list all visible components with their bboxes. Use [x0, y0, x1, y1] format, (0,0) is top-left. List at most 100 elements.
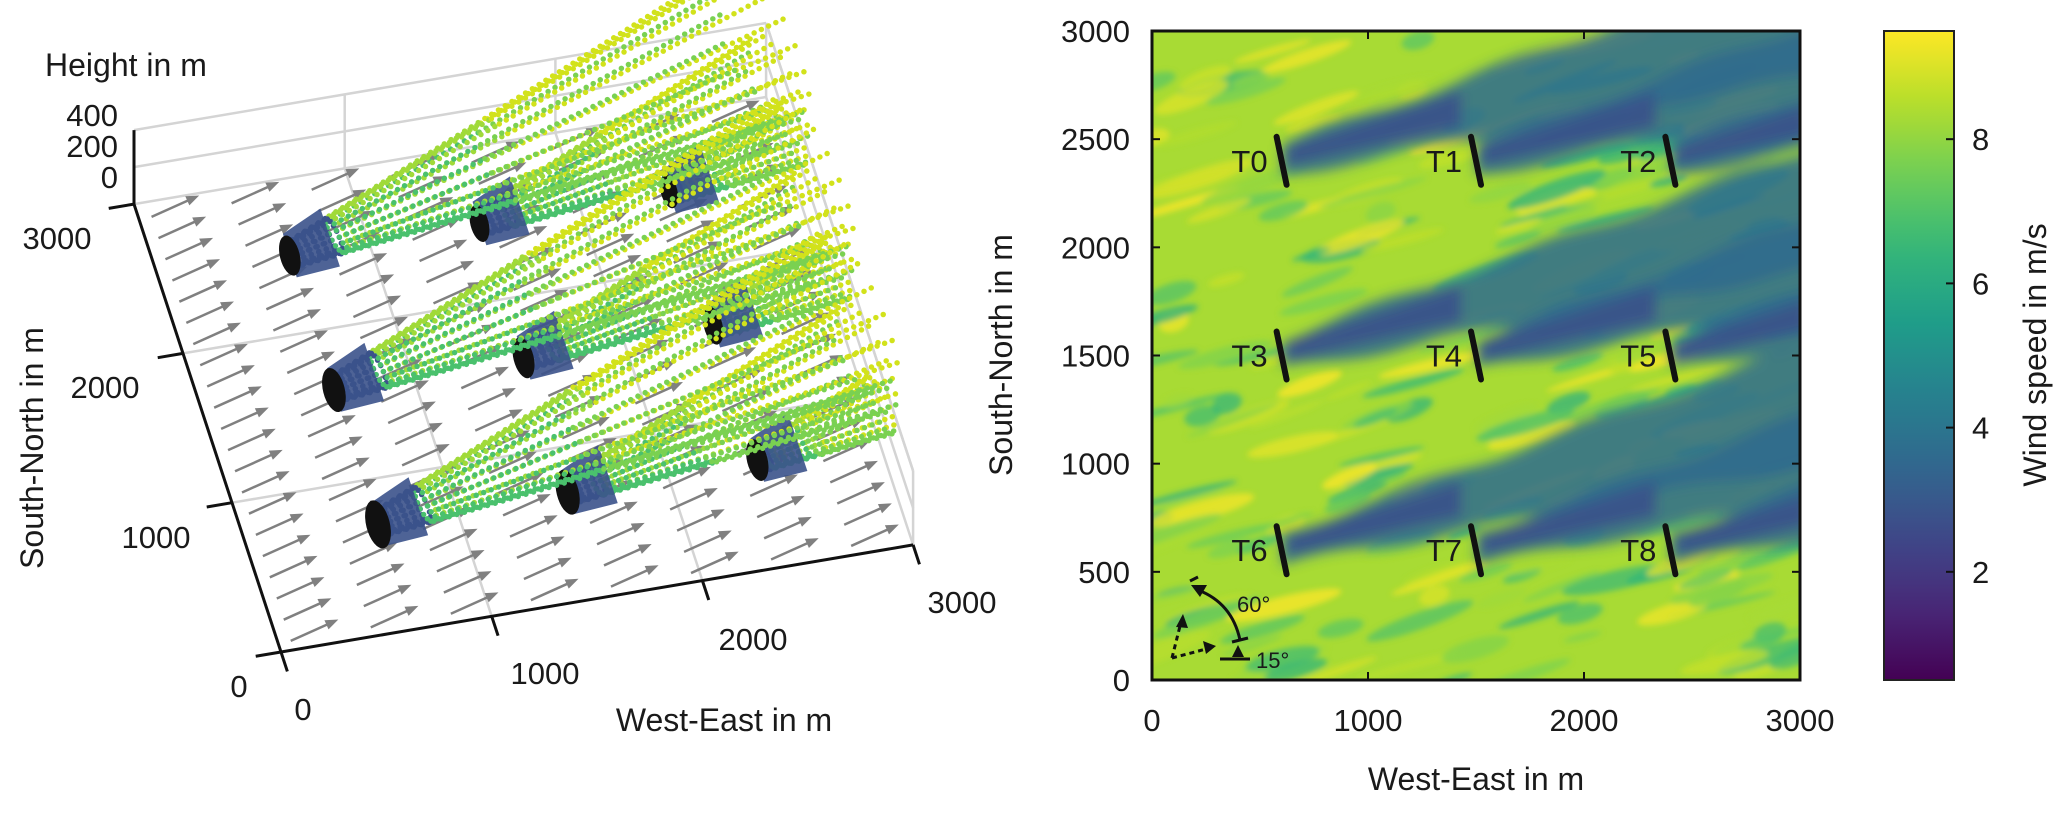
turbulence-streak — [1495, 218, 1543, 234]
wake-point-row — [508, 186, 621, 227]
y-tick-mark — [255, 650, 282, 658]
wind-arrow-head — [669, 382, 684, 392]
wake-point-row — [564, 256, 811, 404]
wind-arrow-head — [864, 460, 878, 471]
turbulence-streak — [1516, 187, 1597, 217]
turbulence-streak — [1739, 633, 1783, 650]
colorbar-tick-4: 4 — [1972, 411, 1989, 446]
wind-arrow-head — [620, 233, 635, 244]
wind-arrow-head — [192, 216, 207, 227]
turbulence-streak — [1476, 408, 1575, 442]
turbulence-streak — [1258, 200, 1309, 222]
y-tick-1000: 1000 — [122, 520, 191, 555]
wake-point-row — [587, 428, 692, 482]
turbulence-streak — [1207, 272, 1245, 287]
dashed-arrow-east — [1171, 646, 1211, 660]
wake-point-row — [424, 461, 599, 522]
wake-point-row — [376, 317, 547, 383]
wind-arrow-head — [240, 365, 255, 375]
wake-point-row — [482, 0, 680, 122]
wake-point-row — [802, 371, 873, 418]
turbine-label-t4: T4 — [1426, 339, 1462, 374]
wake-point-row — [380, 326, 555, 388]
wind-arrow-head — [268, 449, 283, 460]
turbulence-streak — [1649, 174, 1688, 188]
wake-point-row — [593, 447, 703, 492]
wake-point-row — [373, 250, 539, 354]
wake-point-row — [595, 66, 754, 155]
turbine-label-t0: T0 — [1231, 144, 1267, 179]
turbulence-streak — [1669, 572, 1774, 605]
wake-point-row — [373, 304, 539, 378]
colorbar-tick-2: 2 — [1972, 555, 1989, 590]
wake-point-row — [523, 107, 811, 199]
wake-point-row — [380, 265, 555, 360]
wake-point-row — [576, 231, 833, 391]
wake-point-row — [512, 116, 791, 204]
y-tick-3000: 3000 — [23, 221, 92, 256]
wake-point-row — [570, 231, 821, 390]
turbulence-streak — [1152, 513, 1222, 554]
turbulence-streak — [1184, 405, 1221, 427]
wake-core — [1288, 91, 1461, 165]
arrowhead — [1232, 645, 1244, 657]
y-tick-mark — [157, 351, 184, 360]
wind-arrow-head — [206, 259, 221, 269]
x-tick-3000: 3000 — [928, 585, 997, 620]
wake-point-row — [482, 37, 733, 162]
wake-point-row — [414, 384, 576, 488]
turbine-rotor-t5 — [1662, 328, 1679, 383]
turbulence-streak — [1152, 280, 1197, 306]
wake-cloud — [365, 231, 902, 549]
wind-arrow-head — [296, 534, 311, 545]
wake-core — [1482, 91, 1656, 165]
wake-point-row — [332, 121, 503, 222]
wake-point-row — [502, 129, 609, 198]
turbulence-streak — [1458, 563, 1513, 582]
turbine-rotor-t7 — [1468, 523, 1484, 578]
turbulence-streak — [1152, 493, 1255, 527]
turbulence-streak — [1178, 340, 1273, 369]
wake-point-row — [488, 64, 745, 176]
wake-point-row — [513, 190, 632, 229]
turbulence-streak — [1324, 492, 1372, 513]
turbulence-streak — [1353, 407, 1398, 428]
turbulence-streak — [1245, 645, 1320, 672]
wind-arrow-head — [265, 181, 280, 192]
wake-point-row — [496, 0, 720, 127]
y-axis-line — [132, 203, 283, 653]
turbulence-streak — [1317, 618, 1364, 638]
wake-point-row — [368, 276, 528, 365]
wake-point-row — [499, 159, 604, 213]
rotor-disc — [279, 235, 301, 276]
wind-arrow-head — [275, 471, 290, 481]
turbine-label-t7: T7 — [1426, 533, 1462, 568]
wind-arrow-head — [717, 530, 732, 541]
wake-core — [1288, 480, 1461, 555]
turbulence-streak — [1365, 201, 1396, 224]
arrowhead — [1191, 585, 1207, 597]
heatmap-y-tick-2500: 2500 — [1061, 122, 1130, 157]
x-tick-mark — [700, 580, 711, 601]
wake-point-row — [682, 319, 840, 415]
wake-point-row — [412, 410, 572, 500]
wake-point-row — [596, 454, 709, 496]
turbine-rotor-t8 — [1662, 523, 1679, 578]
x-tick-0: 0 — [294, 692, 311, 727]
turbulence-streak — [1247, 431, 1338, 458]
wake-point-row — [816, 429, 895, 457]
heatmap-x-axis-label: West-East in m — [1368, 761, 1584, 797]
wake-point-row — [540, 222, 804, 323]
x-axis-line — [280, 543, 914, 654]
wind-arrow-head — [362, 478, 377, 489]
wake-point-row — [602, 459, 720, 498]
turbulence-streak — [1522, 570, 1601, 602]
wind-arrow-head — [185, 195, 200, 206]
wind-arrow-head — [550, 536, 565, 547]
wake-point-row — [584, 241, 848, 396]
turbulence-streak — [1152, 158, 1255, 199]
wind-arrow-head — [213, 280, 228, 291]
colorbar-tick-8: 8 — [1972, 122, 1989, 157]
wake-point-row — [432, 440, 618, 513]
wake-point-row — [584, 357, 848, 458]
